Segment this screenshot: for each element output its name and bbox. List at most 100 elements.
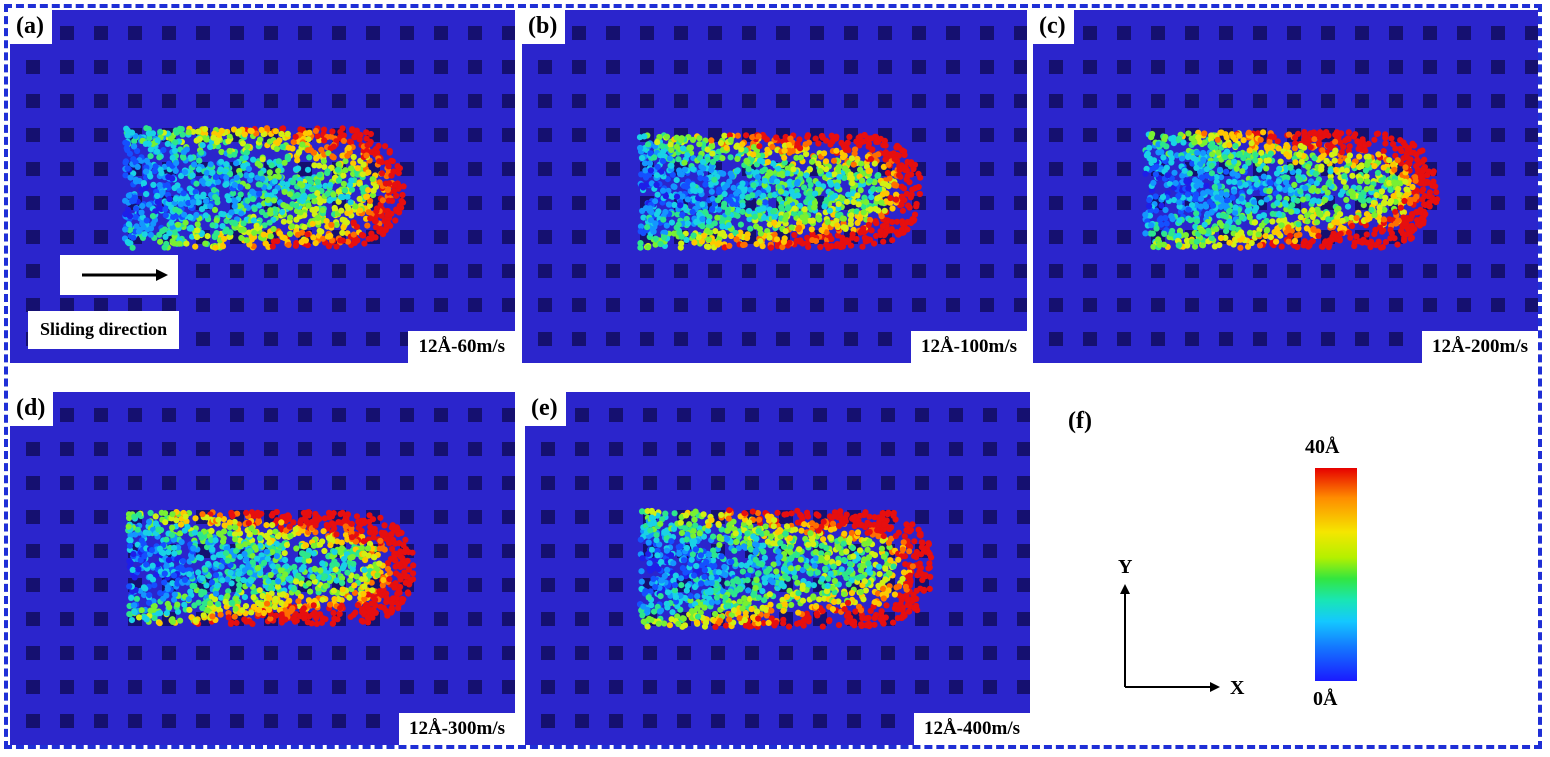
atom (651, 154, 658, 161)
atom (733, 236, 740, 243)
atom (738, 146, 745, 153)
pore (26, 94, 40, 108)
atom (379, 197, 386, 204)
atom (668, 162, 675, 169)
atom (1314, 188, 1321, 195)
pore (1491, 298, 1505, 312)
atom (247, 127, 254, 134)
atom (225, 138, 232, 145)
atom (305, 136, 312, 143)
atom (361, 240, 368, 247)
atom (1240, 155, 1247, 162)
atom (275, 173, 282, 180)
atom (389, 545, 396, 553)
atom (1336, 237, 1343, 244)
pore (1151, 94, 1165, 108)
atom (845, 191, 852, 198)
pore (502, 646, 515, 660)
atom (882, 156, 889, 163)
atom (735, 188, 742, 195)
atom (1252, 151, 1259, 159)
pore (332, 332, 346, 346)
atom (760, 192, 767, 199)
atom (1342, 184, 1349, 191)
pore (742, 94, 756, 108)
atom (895, 152, 902, 159)
atom (847, 221, 854, 228)
pore (1219, 94, 1233, 108)
pore (572, 60, 586, 74)
atom (1336, 157, 1344, 165)
atom (316, 162, 323, 169)
atom (1274, 138, 1281, 145)
atom (157, 128, 164, 135)
pore (572, 128, 586, 142)
atom (321, 126, 328, 133)
atom (726, 242, 733, 249)
atom (1391, 179, 1398, 186)
atom (1398, 148, 1405, 155)
atom (140, 180, 147, 187)
atom (791, 193, 798, 200)
atom (861, 131, 868, 139)
atom (1267, 234, 1274, 241)
pore (468, 646, 482, 660)
atom (717, 139, 725, 147)
atom (1296, 151, 1303, 158)
atom (202, 240, 209, 247)
atom (822, 158, 830, 165)
atom (223, 174, 230, 181)
atom (319, 560, 326, 567)
atom (713, 154, 720, 162)
pore (264, 442, 278, 456)
pore (26, 442, 40, 456)
atom (364, 193, 371, 200)
atom (803, 172, 810, 179)
atom (172, 206, 179, 213)
atom (1367, 243, 1374, 251)
atom (749, 134, 756, 141)
atom (1182, 232, 1189, 239)
atom (755, 133, 762, 140)
pore (264, 680, 278, 694)
atom (1263, 157, 1270, 164)
atom (637, 240, 644, 247)
atom (657, 240, 664, 248)
atom (1426, 203, 1433, 210)
atom (906, 179, 913, 186)
atom (350, 153, 357, 161)
atom (690, 232, 697, 239)
atom (1404, 225, 1411, 232)
atom (1275, 211, 1283, 218)
atom (292, 133, 299, 140)
pore (912, 60, 926, 74)
atom (1411, 142, 1418, 149)
atom (1388, 230, 1395, 237)
atom (182, 219, 189, 226)
atom (1292, 134, 1299, 141)
atom (346, 138, 354, 145)
atom (218, 148, 225, 156)
atom (331, 615, 338, 622)
atom (840, 215, 847, 222)
atom (1397, 137, 1404, 144)
atom (1185, 185, 1192, 192)
pore (1491, 26, 1505, 40)
atom (1318, 163, 1325, 170)
pore (538, 94, 552, 108)
pore (332, 298, 346, 312)
pore (1083, 162, 1097, 176)
atom (1332, 138, 1339, 145)
atom (1412, 177, 1419, 184)
atom (1263, 196, 1270, 203)
atom (1359, 239, 1366, 246)
atom (1223, 168, 1230, 175)
pore (606, 264, 620, 278)
atom (739, 141, 746, 148)
atom (1175, 192, 1182, 200)
atom (787, 135, 794, 142)
atom (893, 144, 900, 151)
atom (280, 202, 287, 209)
atom (776, 196, 783, 203)
atom (1269, 218, 1276, 225)
